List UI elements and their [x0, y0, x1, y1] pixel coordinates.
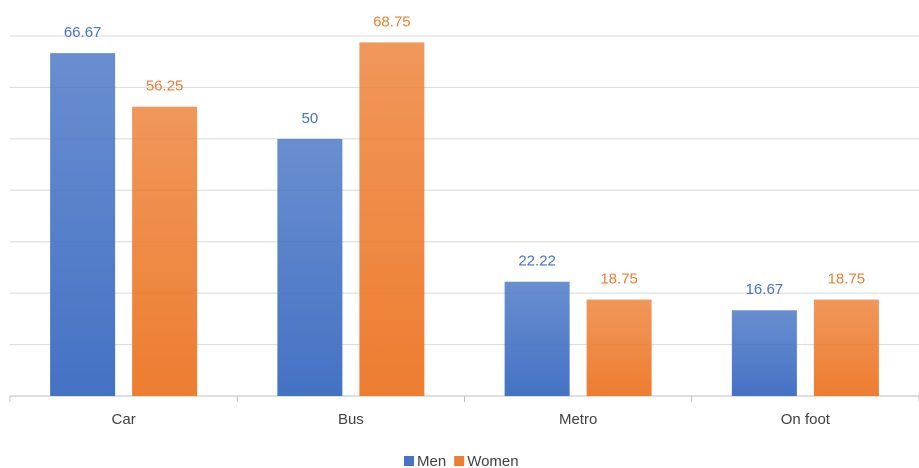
data-label: 22.22 — [518, 253, 556, 270]
bar — [504, 281, 570, 396]
bar — [586, 299, 652, 396]
x-tick-label: On foot — [781, 411, 831, 428]
data-label: 56.25 — [146, 78, 184, 95]
legend-label: Men — [417, 453, 446, 468]
data-label: 16.67 — [746, 281, 784, 298]
legend-swatch — [454, 456, 465, 466]
data-label: 18.75 — [600, 271, 638, 288]
data-label: 50 — [302, 110, 319, 127]
data-label: 18.75 — [828, 271, 866, 288]
data-label: 68.75 — [373, 13, 411, 30]
bar — [813, 299, 879, 396]
x-tick-label: Metro — [559, 411, 597, 428]
legend-swatch — [404, 456, 414, 466]
data-label: 66.67 — [64, 24, 102, 41]
bar — [359, 42, 425, 397]
legend-label: Women — [467, 453, 518, 468]
x-tick-label: Car — [112, 411, 136, 428]
bar — [731, 310, 797, 396]
bar — [277, 138, 343, 396]
x-tick-label: Bus — [338, 411, 364, 428]
bar — [50, 53, 116, 397]
bar — [132, 106, 198, 396]
